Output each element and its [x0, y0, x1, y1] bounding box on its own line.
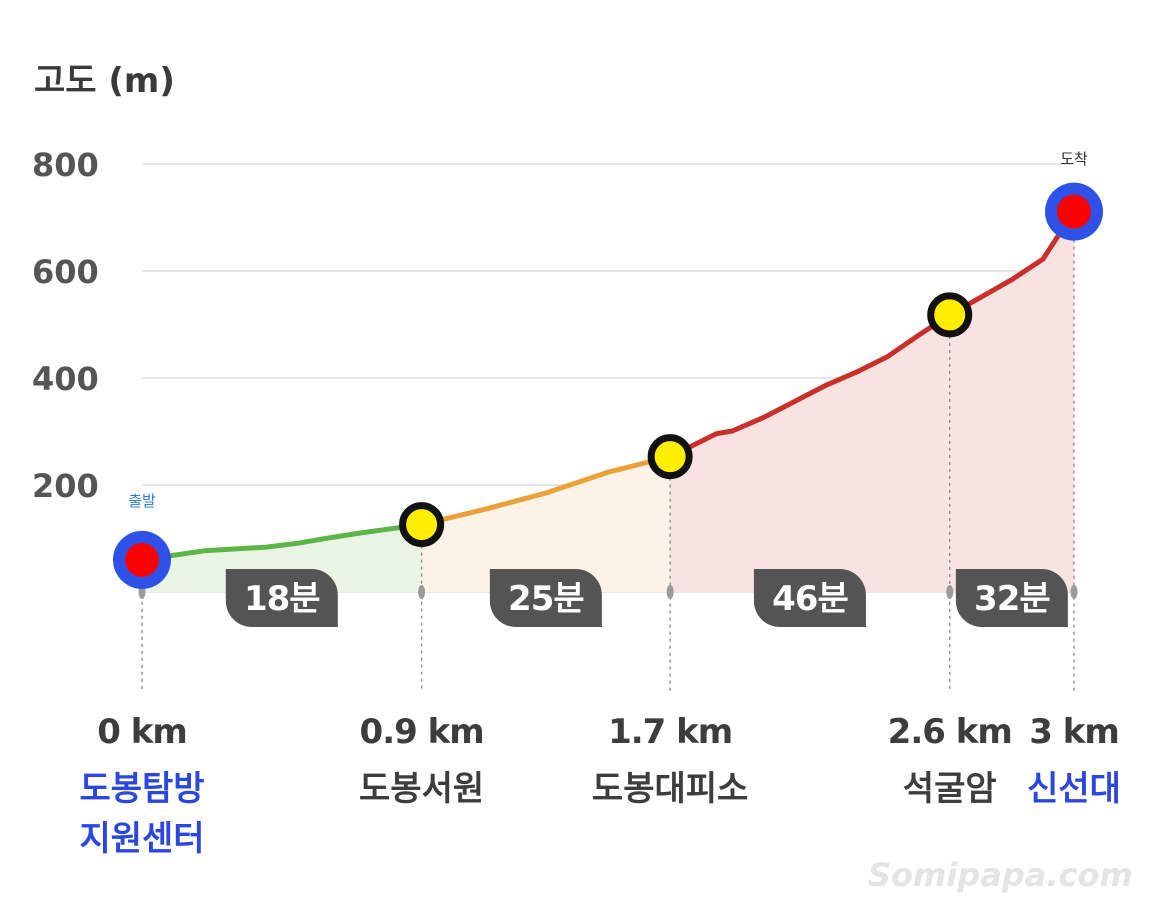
waypoint-distance-label: 3 km: [1029, 712, 1119, 752]
watermark: Somipapa.com: [868, 856, 1133, 894]
segment-area: [421, 456, 671, 592]
waypoint-name-label: 도봉대피소: [592, 769, 748, 809]
duration-badge-label: 18분: [244, 579, 320, 619]
duration-badge: [955, 569, 1068, 627]
duration-badge-label: 46분: [772, 579, 848, 619]
start-note-label: 출발: [128, 492, 156, 510]
duration-badge: [489, 569, 602, 627]
segment-line: [667, 312, 953, 460]
waypoint-distance-label: 0.9 km: [360, 712, 484, 752]
y-axis-title: 고도 (m): [34, 61, 175, 101]
baseline-tick-mark: [418, 585, 426, 599]
baseline-tick-mark: [946, 585, 954, 599]
area-fills: [142, 211, 1074, 592]
waypoint-marker: [927, 292, 973, 338]
segment-line: [139, 522, 425, 563]
endpoint-marker-core: [125, 542, 159, 577]
duration-badge: [753, 569, 866, 627]
waypoint-name-label: 지원센터: [79, 819, 204, 859]
duration-badge-label: 32분: [974, 579, 1050, 619]
endpoint-marker-core: [1057, 194, 1091, 229]
waypoint-distance-label: 2.6 km: [888, 712, 1012, 752]
y-tick-label: 800: [32, 146, 99, 184]
segment-area: [949, 211, 1074, 592]
duration-badges: 18분 25분 46분 32분: [225, 569, 1068, 627]
segment-area: [670, 314, 950, 592]
end-note-label: 도착: [1060, 150, 1088, 168]
guide-lines: [138, 211, 1078, 692]
duration-badge: [225, 569, 338, 627]
waypoint-marker: [399, 502, 445, 548]
waypoint-markers: [113, 182, 1103, 589]
grid-lines: 200 400 600 800: [32, 146, 1074, 593]
baseline-tick-mark: [666, 585, 674, 599]
y-tick-label: 400: [32, 360, 99, 398]
waypoint-name-label: 석굴암: [903, 769, 997, 809]
waypoint-distance-label: 1.7 km: [608, 712, 732, 752]
baseline-tick-mark: [1070, 585, 1078, 599]
waypoint-name-label: 도봉서원: [359, 769, 484, 809]
segment-line: [419, 454, 673, 528]
duration-badge-label: 25분: [508, 579, 584, 619]
y-tick-label: 600: [32, 253, 99, 291]
segment-area: [142, 524, 422, 592]
waypoint-name-label: 신선대: [1027, 769, 1121, 809]
waypoint-marker: [647, 434, 693, 480]
waypoint-name-label: 도봉탐방: [79, 769, 204, 809]
waypoint-distance-label: 0 km: [97, 712, 187, 752]
y-tick-label: 200: [32, 467, 99, 505]
